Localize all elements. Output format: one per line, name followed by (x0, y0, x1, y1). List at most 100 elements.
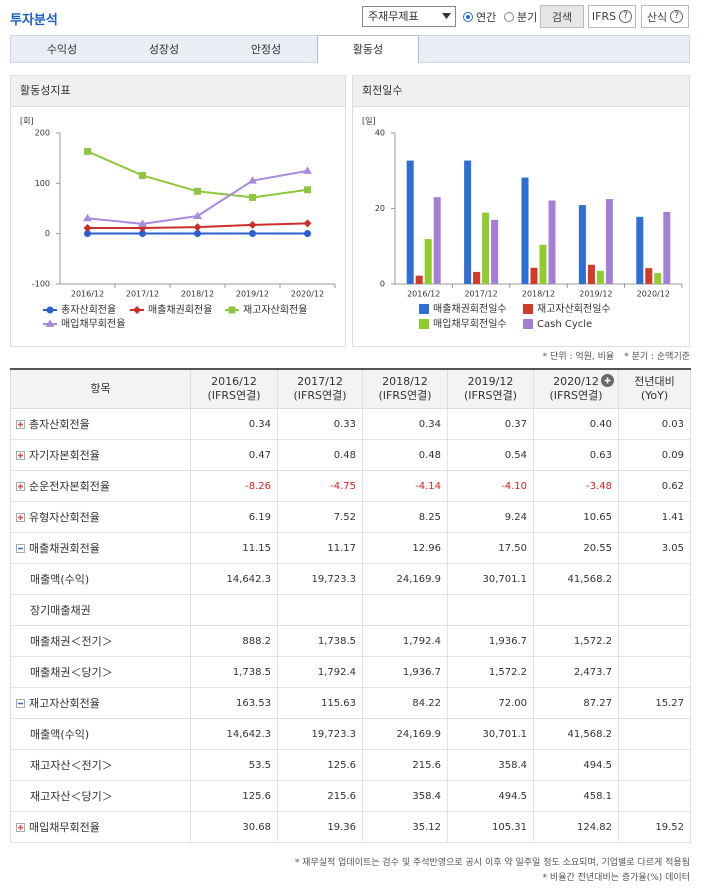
marker (249, 229, 256, 237)
radio-annual[interactable]: 연간 (463, 9, 496, 25)
toggle-plus[interactable] (16, 822, 25, 832)
marker (304, 186, 311, 194)
table-cell: 0.09 (618, 439, 691, 471)
row-label-text: 매출액(수익) (30, 728, 90, 741)
y-tick-label: -100 (32, 280, 50, 289)
data-table: 항목 2016/12 (IFRS연결) 2017/12 (IFRS연결) 2018/12(… (10, 368, 691, 843)
table-cell: 19,723.3 (277, 563, 363, 595)
table-cell: 0.33 (277, 408, 363, 440)
table-cell: 125.6 (190, 780, 278, 812)
select-arrow (442, 13, 451, 19)
toggle-minus[interactable] (16, 543, 25, 553)
marker (228, 306, 236, 314)
x-tick-label: 2016/12 (407, 290, 440, 299)
bar (605, 199, 613, 284)
formula-button[interactable]: 산식? (641, 5, 689, 28)
row-label-text: 총자산회전율 (29, 418, 90, 431)
marker (248, 220, 257, 229)
toggle-plus[interactable] (16, 450, 25, 460)
expand-icon[interactable] (601, 374, 614, 391)
table-cell: 30,701.1 (447, 563, 534, 595)
table-cell: 0.37 (447, 408, 534, 440)
legend-label: 재고자산회전율 (243, 304, 307, 316)
table-cell: 163.53 (190, 687, 278, 719)
table-row: 매출액(수익) 14,642.3 19,723.3 24,169.9 30,701.1 4… (10, 563, 691, 595)
table-cell: 11.17 (277, 532, 363, 564)
header-line: 항목 (90, 382, 111, 395)
panel-header (10, 75, 346, 107)
marker (248, 176, 257, 184)
bar (578, 205, 586, 284)
table-cell: 0.48 (277, 439, 363, 471)
search-button[interactable]: 검색 (540, 5, 584, 28)
table-cell: 215.6 (362, 749, 448, 781)
y-tick-label: 20 (375, 204, 385, 213)
table-cell: 14,642.3 (190, 718, 278, 750)
x-tick-label: 2019/12 (579, 290, 612, 299)
button-label: IFRS (591, 10, 617, 23)
header-line: (IFRS연결) (378, 389, 432, 402)
statement-select[interactable]: 주재무제표 (362, 6, 456, 27)
marker (45, 319, 55, 327)
marker (193, 211, 202, 219)
tab[interactable]: 안정성 (250, 43, 282, 56)
column-header: 전년대비 (YoY) (618, 368, 691, 409)
toggle-plus[interactable] (16, 481, 25, 491)
header-line: 2020/12 (553, 375, 599, 388)
table-cell (618, 718, 691, 750)
toggle-minus[interactable] (16, 698, 25, 708)
column-header: 2017/12 (IFRS연결) (277, 368, 363, 409)
table-row: 순운전자본회전율 -8.26 -4.75 -4.14 -4.10 -3.48 0.62 (10, 470, 691, 502)
header-line: 2016/12 (211, 375, 257, 388)
marker (304, 229, 311, 237)
bar (636, 216, 644, 284)
table-cell: 1,792.4 (362, 625, 448, 657)
table-row: 재고자산＜전기＞ 53.5 125.6 215.6 358.4 494.5 (10, 749, 691, 781)
table-cell: 0.63 (533, 439, 619, 471)
table-cell: 0.03 (618, 408, 691, 440)
tab[interactable]: 성장성 (148, 43, 180, 56)
legend-swatch (419, 319, 429, 329)
table-cell: 30,701.1 (447, 718, 534, 750)
notes: * 단위 : 억원, 비율 * 분기 : 순액기준 (543, 349, 690, 362)
table-cell: 19.52 (618, 811, 691, 843)
marker (138, 219, 147, 227)
bar (464, 160, 472, 284)
marker (133, 306, 141, 314)
table-cell: 7.52 (277, 501, 363, 533)
table-cell: 17.50 (447, 532, 534, 564)
table-cell: 358.4 (447, 749, 534, 781)
row-label: 재고자산＜당기＞ (10, 780, 191, 812)
legend-swatch (523, 304, 533, 314)
table-cell: -4.10 (447, 470, 534, 502)
table-cell: 888.2 (190, 625, 278, 657)
bar (530, 267, 538, 284)
table-cell: 1,738.5 (277, 625, 363, 657)
bar (491, 219, 499, 284)
marker (303, 166, 312, 174)
toggle-plus[interactable] (16, 512, 25, 522)
bar (424, 239, 432, 284)
legend-label: 매입채무회전일수 (433, 317, 507, 330)
toggle-plus[interactable] (16, 419, 25, 429)
y-tick-label: 0 (380, 280, 385, 289)
tab[interactable]: 수익성 (46, 43, 78, 56)
column-header: 2019/12 (IFRS연결) (447, 368, 534, 409)
bar (587, 264, 595, 284)
toggle-box (16, 823, 25, 832)
row-label: 총자산회전율 (10, 408, 191, 440)
table-cell: -3.48 (533, 470, 619, 502)
column-header: 2020/12 (IFRS연결) (533, 368, 619, 409)
table-cell: -4.75 (277, 470, 363, 502)
tab[interactable]: 활동성 (317, 35, 419, 63)
radio-quarter[interactable]: 분기 (504, 9, 537, 25)
table-cell (362, 594, 448, 626)
panel-border (10, 75, 346, 347)
row-label: 매입채무회전율 (10, 811, 191, 843)
ifrs-button[interactable]: IFRS? (588, 5, 636, 28)
bar (663, 211, 671, 284)
row-label-text: 재고자산회전율 (29, 697, 100, 710)
radio-label: 분기 (517, 11, 538, 24)
x-tick-label: 2018/12 (181, 290, 214, 299)
